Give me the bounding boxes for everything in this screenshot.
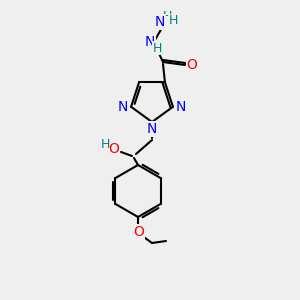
Text: H: H — [100, 137, 110, 151]
Text: H: H — [168, 14, 178, 28]
Text: N: N — [155, 15, 165, 29]
Text: O: O — [109, 142, 119, 156]
Text: O: O — [187, 58, 197, 72]
Text: O: O — [134, 225, 144, 239]
Text: N: N — [145, 35, 155, 49]
Text: H: H — [162, 10, 172, 22]
Text: H: H — [152, 41, 162, 55]
Text: N: N — [147, 122, 157, 136]
Text: N: N — [176, 100, 186, 114]
Text: N: N — [118, 100, 128, 114]
